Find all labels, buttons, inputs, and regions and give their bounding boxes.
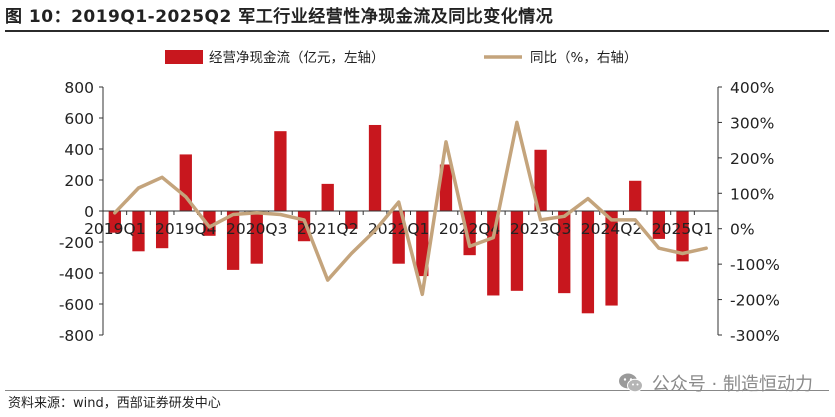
x-tick-label: 2019Q1 (84, 220, 146, 238)
y-right-tick-label: 100% (730, 185, 774, 203)
x-tick-label: 2023Q3 (510, 220, 572, 238)
watermark: 公众号 · 制造恒动力 (618, 370, 813, 396)
bar-2024Q3 (629, 180, 642, 211)
line-series (113, 120, 708, 297)
y-right-tick-label: 0% (730, 221, 755, 239)
legend-label-line: 同比（%，右轴） (530, 50, 637, 66)
y-left-tick-label: -800 (59, 327, 94, 345)
y-right-tick-label: -300% (730, 327, 780, 345)
bar-2020Q3 (250, 211, 263, 264)
footer-divider (5, 390, 829, 391)
y-left-tick-label: -400 (59, 265, 94, 283)
x-tick-label: 2022Q4 (439, 220, 501, 238)
bar-series (108, 124, 689, 314)
bar-2019Q4 (179, 154, 192, 211)
bar-2019Q3 (155, 211, 169, 249)
wechat-icon (618, 373, 643, 393)
chart-legend: 经营净现金流（亿元，左轴） 同比（%，右轴） (165, 50, 637, 66)
bar-2019Q1 (108, 211, 121, 233)
x-tick-label: 2019Q4 (155, 220, 217, 238)
bar-2022Q3 (439, 164, 453, 211)
bar-2019Q2 (132, 211, 145, 252)
x-axis-labels: 2019Q1 2019Q4 2020Q3 2021Q2 2022Q1 2022Q4 2023… (84, 220, 713, 238)
watermark-text: 公众号 · 制造恒动力 (651, 374, 813, 395)
x-axis (102, 210, 719, 215)
y-axis-right: 400% 300% 200% 100% 0% -100% -200% -300% (717, 79, 780, 345)
title-divider (5, 30, 829, 32)
y-axis-left: 800 600 400 200 0 -200 -400 -600 -800 (59, 79, 104, 345)
y-left-tick-label: 600 (64, 110, 94, 128)
legend-label-bar: 经营净现金流（亿元，左轴） (209, 50, 385, 66)
x-tick-label: 2024Q2 (581, 220, 643, 238)
bar-2022Q1 (392, 211, 405, 264)
bar-2020Q2 (226, 211, 240, 270)
bar-2024Q1 (581, 211, 595, 314)
y-right-tick-label: 400% (730, 79, 774, 97)
x-tick-label: 2022Q1 (368, 220, 430, 238)
bar-2023Q3 (534, 149, 547, 211)
bar-2021Q2 (321, 183, 334, 211)
y-left-tick-label: 400 (64, 141, 94, 159)
bar-2024Q2 (605, 211, 618, 306)
bar-2020Q4 (274, 131, 287, 211)
y-left-tick-label: -600 (59, 296, 94, 314)
yoy-line (113, 120, 708, 297)
y-left-tick-label: 800 (64, 79, 94, 97)
y-right-tick-label: -100% (730, 256, 780, 274)
bar-2022Q2 (416, 211, 429, 277)
y-right-tick-label: 200% (730, 150, 774, 168)
source-note: 资料来源：wind，西部证券研发中心 (8, 396, 221, 411)
bar-2020Q1 (203, 211, 216, 236)
bar-2021Q3 (345, 211, 358, 229)
bar-2023Q2 (510, 211, 524, 291)
bar-2021Q4 (368, 124, 382, 211)
x-tick-label: 2020Q3 (226, 220, 288, 238)
y-right-tick-label: -200% (730, 292, 780, 310)
bar-2025Q1 (676, 211, 689, 262)
y-left-tick-label: -200 (59, 234, 94, 252)
page-title: 图 10：2019Q1-2025Q2 军工行业经营性净现金流及同比变化情况 (5, 7, 554, 27)
bar-2023Q1 (487, 211, 500, 296)
bar-2023Q4 (558, 211, 571, 294)
x-tick-label: 2021Q2 (297, 220, 359, 238)
y-left-tick-label: 0 (84, 203, 94, 221)
bar-2024Q4 (652, 211, 666, 239)
legend-swatch-bar (165, 50, 203, 64)
y-right-tick-label: 300% (730, 114, 774, 132)
x-tick-label: 2025Q1 (652, 220, 714, 238)
y-left-tick-label: 200 (64, 172, 94, 190)
